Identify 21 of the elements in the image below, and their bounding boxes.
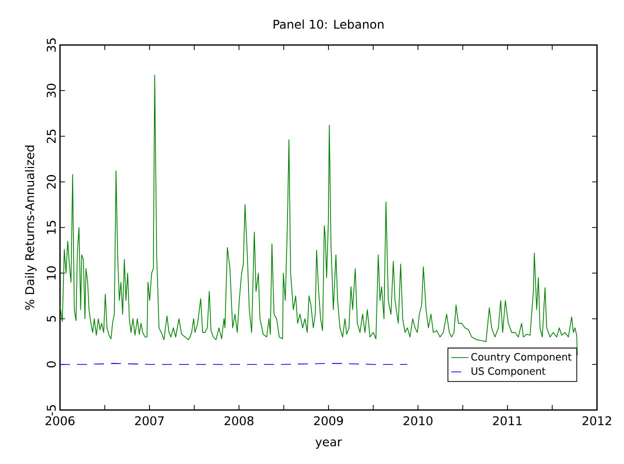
x-tick-label: 2012 <box>582 416 612 426</box>
x-tick-label: 2009 <box>314 416 343 426</box>
y-tick-label: 25 <box>46 130 56 144</box>
x-tick-label: 2007 <box>135 416 164 426</box>
y-tick-label: 20 <box>46 175 56 189</box>
x-tick-label: 2008 <box>224 416 254 426</box>
y-tick-label: 15 <box>46 220 56 234</box>
y-tick-label: 35 <box>46 38 56 52</box>
y-tick-label: -5 <box>46 405 56 416</box>
y-tick-label: 30 <box>46 84 56 98</box>
x-tick-label: 2006 <box>46 416 75 426</box>
y-tick-label: 5 <box>46 316 56 322</box>
x-tick-label: 2011 <box>493 416 522 426</box>
legend-label: US Component <box>472 367 546 377</box>
y-tick-label: 0 <box>46 361 56 368</box>
chart-title: Panel 10: Lebanon <box>274 20 384 29</box>
legend-label: Country Component <box>471 353 572 363</box>
y-axis-title: % Daily Returns-Annualized <box>24 146 37 310</box>
y-tick-label: 10 <box>46 266 56 280</box>
x-tick-label: 2010 <box>404 416 432 426</box>
x-axis-title: year <box>315 439 342 449</box>
